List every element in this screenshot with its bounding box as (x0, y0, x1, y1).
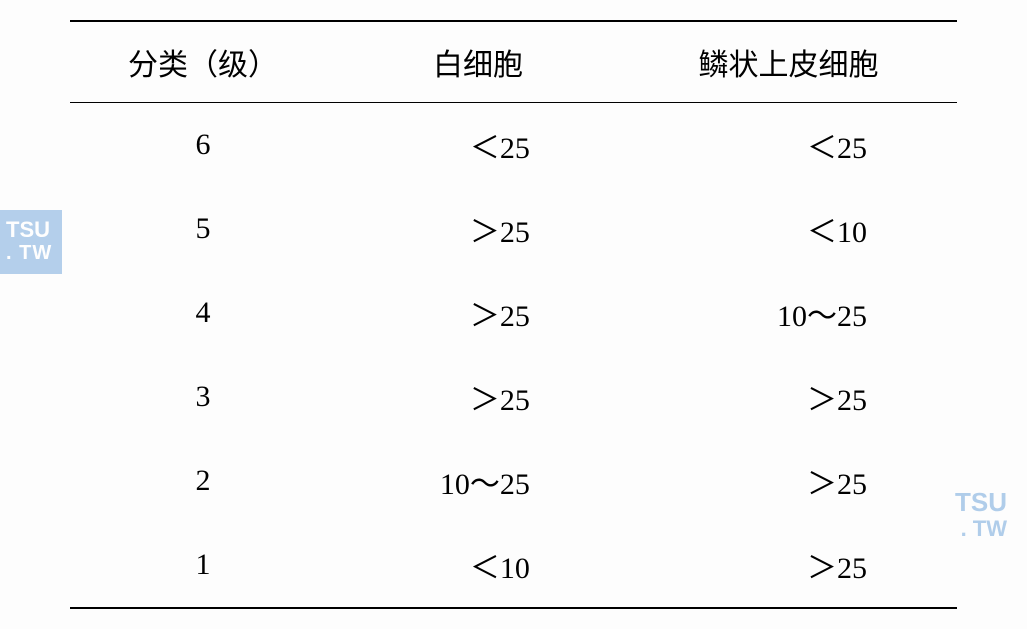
cell-wbc: ＞25 (336, 355, 620, 439)
table-container: 分类（级） 白细胞 鳞状上皮细胞 6 ＜25 ＜25 5 ＞25 ＜10 4 ＞… (0, 0, 1027, 629)
table-row: 4 ＞25 10～25 (70, 271, 957, 355)
cell-squamous: ＜10 (620, 187, 957, 271)
cell-category: 1 (70, 523, 336, 608)
cell-squamous: ＜25 (620, 103, 957, 188)
header-wbc: 白细胞 (336, 21, 620, 103)
watermark-line1: TSU (955, 488, 1007, 517)
table-row: 2 10～25 ＞25 (70, 439, 957, 523)
cell-category: 4 (70, 271, 336, 355)
header-squamous: 鳞状上皮细胞 (620, 21, 957, 103)
cell-wbc: 10～25 (336, 439, 620, 523)
cell-category: 6 (70, 103, 336, 188)
cell-wbc: ＜10 (336, 523, 620, 608)
table-row: 1 ＜10 ＞25 (70, 523, 957, 608)
cell-squamous: ＞25 (620, 523, 957, 608)
watermark-right: TSU . TW (955, 488, 1007, 541)
watermark-line2: . TW (955, 517, 1007, 541)
table-row: 6 ＜25 ＜25 (70, 103, 957, 188)
classification-table: 分类（级） 白细胞 鳞状上皮细胞 6 ＜25 ＜25 5 ＞25 ＜10 4 ＞… (70, 20, 957, 609)
watermark-line2: . TW (6, 242, 52, 264)
cell-category: 3 (70, 355, 336, 439)
table-header-row: 分类（级） 白细胞 鳞状上皮细胞 (70, 21, 957, 103)
cell-wbc: ＜25 (336, 103, 620, 188)
cell-wbc: ＞25 (336, 271, 620, 355)
cell-squamous: ＞25 (620, 439, 957, 523)
table-row: 3 ＞25 ＞25 (70, 355, 957, 439)
cell-squamous: 10～25 (620, 271, 957, 355)
watermark-left: TSU . TW (0, 210, 62, 274)
table-row: 5 ＞25 ＜10 (70, 187, 957, 271)
header-category: 分类（级） (70, 21, 336, 103)
cell-squamous: ＞25 (620, 355, 957, 439)
cell-category: 2 (70, 439, 336, 523)
watermark-line1: TSU (6, 218, 52, 242)
cell-category: 5 (70, 187, 336, 271)
cell-wbc: ＞25 (336, 187, 620, 271)
